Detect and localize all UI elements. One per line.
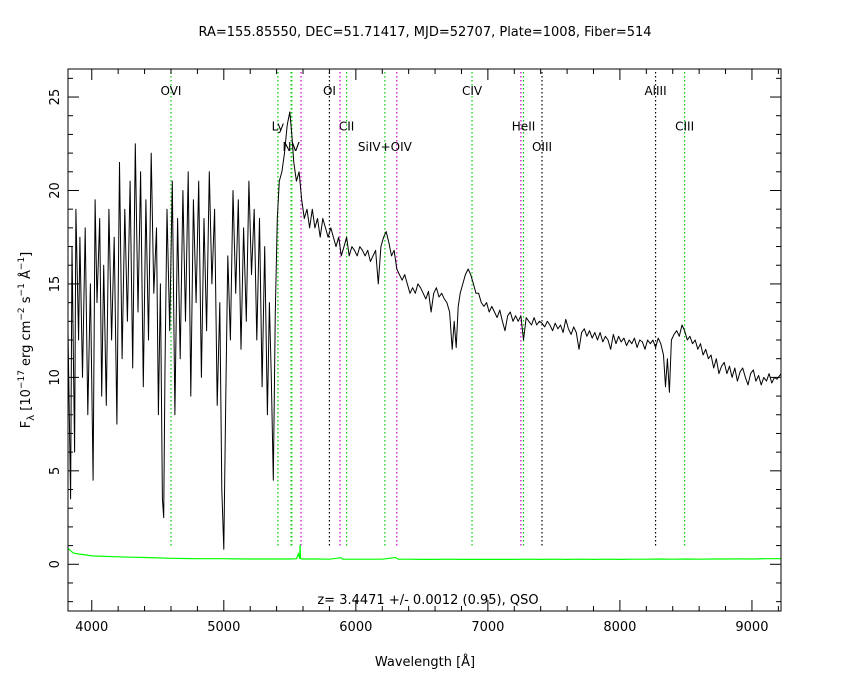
y-axis-title: Fλ [10−17 erg cm−2 s−1 Å−1]	[17, 252, 37, 428]
y-title-exp1b: −1	[17, 257, 27, 270]
y-title-exp17: −17	[17, 370, 27, 389]
y-title-ang: Å	[18, 270, 34, 283]
error-series	[67, 544, 781, 561]
error-line	[67, 544, 781, 561]
spectral-line-label-10: CIV	[462, 84, 483, 98]
y-tick-label-5: 25	[48, 89, 63, 106]
chart-title: RA=155.85550, DEC=51.71417, MJD=52707, P…	[198, 25, 651, 40]
y-tick-label-2: 10	[48, 369, 63, 386]
y-title-s: s	[19, 296, 34, 307]
x-tick-label-1: 5000	[207, 620, 240, 635]
x-tick-label-2: 6000	[339, 620, 372, 635]
y-title-open: [10	[19, 389, 34, 415]
spectral-line-label-11: HeII	[512, 120, 535, 134]
spectral-line-label-14: AlIII	[644, 84, 666, 98]
spectral-line-label-15: CIII	[675, 120, 694, 134]
y-title-f: F	[19, 421, 34, 428]
x-tick-label-3: 7000	[471, 620, 504, 635]
spectral-line-label-5: OI	[323, 84, 336, 98]
y-title-lambda: λ	[26, 415, 37, 421]
x-axis: 4000 5000 6000 7000 8000 9000	[75, 69, 779, 635]
y-title-close: ]	[19, 252, 34, 257]
y-tick-label-4: 20	[48, 182, 63, 199]
x-tick-label-0: 4000	[75, 620, 108, 635]
redshift-annotation: z= 3.4471 +/- 0.0012 (0.95), QSO	[317, 593, 538, 608]
spectral-line-label-8: SiIV+OIV	[358, 140, 413, 154]
y-title-exp2: −2	[17, 307, 27, 320]
spectral-line-label-0: OVI	[160, 84, 181, 98]
y-tick-label-0: 0	[48, 560, 63, 568]
x-axis-title: Wavelength [Å]	[375, 654, 475, 670]
y-tick-label-1: 5	[48, 467, 63, 475]
flux-line	[67, 111, 782, 550]
x-tick-label-5: 9000	[735, 620, 768, 635]
x-tick-label-4: 8000	[603, 620, 636, 635]
spectral-line-label-4: NV	[283, 140, 301, 154]
spectral-line-label-1: Ly	[272, 120, 285, 134]
y-title-exp1a: −1	[17, 283, 27, 296]
y-title-erg-cm: erg cm	[19, 321, 34, 370]
spectral-line-label-13: OIII	[532, 140, 552, 154]
flux-series	[67, 111, 782, 550]
spectral-line-label-6: CII	[339, 120, 354, 134]
spectral-lines: OVI Ly NV OI CII SiIV+OIV CIV HeII OIII AlIII CIII	[160, 72, 694, 548]
y-axis: 0 5 10 15 20 25	[48, 77, 781, 603]
plot-frame	[67, 68, 782, 612]
y-tick-label-3: 15	[48, 276, 63, 293]
